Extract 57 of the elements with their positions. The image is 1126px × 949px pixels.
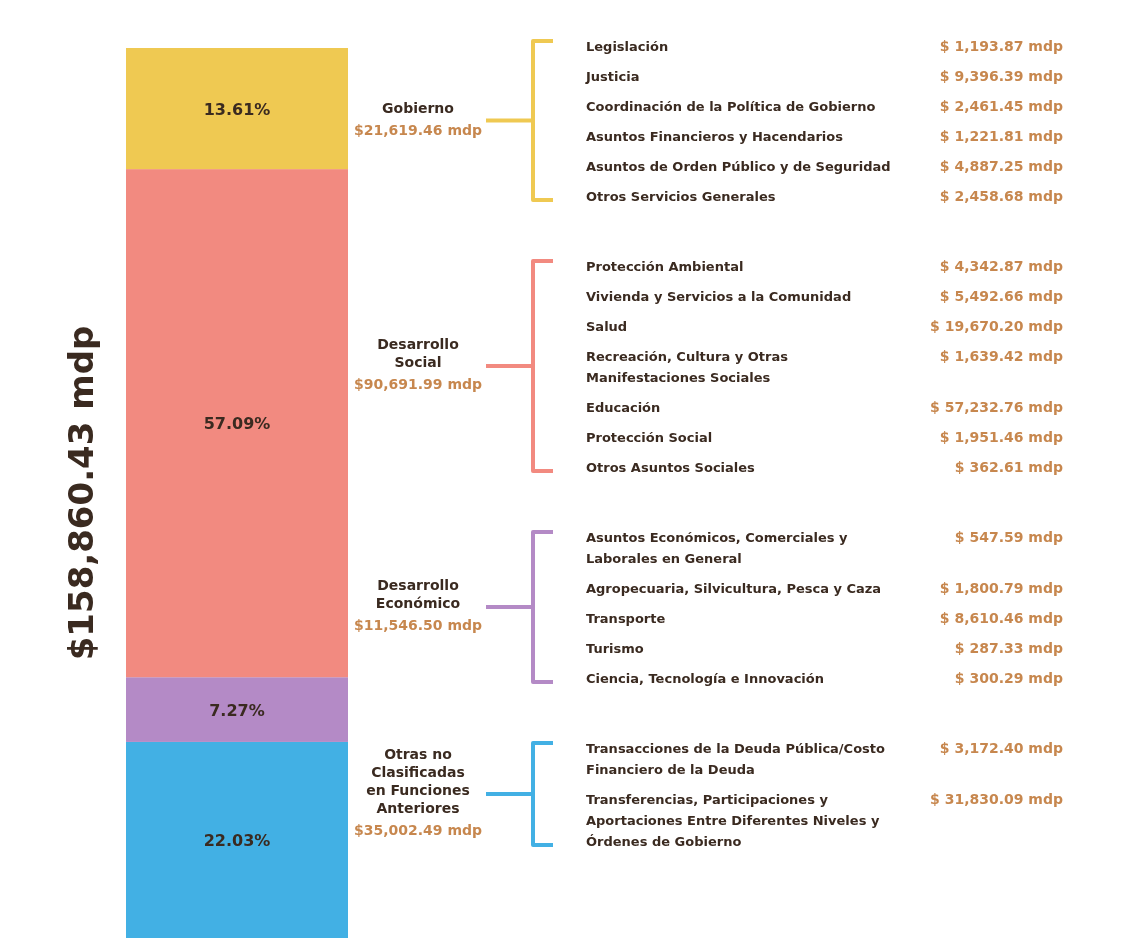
text: $ 2,461.45 mdp <box>939 98 1063 114</box>
text: $ 19,670.20 mdp <box>930 318 1063 334</box>
text: $ 3,172.40 mdp <box>939 740 1063 756</box>
bar <box>126 677 348 742</box>
category-label: Turismo <box>586 641 644 656</box>
category-label: Asuntos Económicos, Comerciales y Laborales en General <box>586 530 848 566</box>
text: $ 1,951.46 mdp <box>939 429 1063 445</box>
category-label: Ciencia, Tecnología e Innovación <box>586 671 824 686</box>
category-label: Agropecuaria, Silvicultura, Pesca y Caza <box>586 581 882 596</box>
bar <box>126 169 348 678</box>
text: $ 5,492.66 mdp <box>939 288 1063 304</box>
category-label: Asuntos de Orden Público y de Seguridad <box>586 159 891 174</box>
data-label: 7.27% <box>209 700 265 720</box>
category-label: Recreación, Cultura y Otras Manifestaciones Sociales <box>586 349 789 385</box>
text: Desarrollo Económico <box>375 577 461 611</box>
text: $ 1,639.42 mdp <box>939 348 1063 364</box>
text: Desarrollo Social <box>377 336 460 370</box>
category-label: Vivienda y Servicios a la Comunidad <box>586 289 852 304</box>
category-label: Otros Asuntos Sociales <box>586 460 756 475</box>
text: $ 287.33 mdp <box>954 640 1063 656</box>
text: $ 547.59 mdp <box>954 529 1063 545</box>
data-label: 13.61% <box>203 99 271 119</box>
text: $158,860.43 mdp <box>61 325 101 661</box>
category-label: Legislación <box>586 39 669 54</box>
text: $11,546.50 mdp <box>353 617 483 633</box>
data-label: 57.09% <box>203 414 271 434</box>
text: Otras no Clasificadas en Funciones Anteriores <box>366 746 470 816</box>
text: $ 1,193.87 mdp <box>939 38 1063 54</box>
text: $ 300.29 mdp <box>954 670 1063 686</box>
text: $ 9,396.39 mdp <box>939 68 1063 84</box>
text: $ 8,610.46 mdp <box>939 610 1063 626</box>
text: $ 362.61 mdp <box>954 459 1063 475</box>
category-label: Salud <box>586 319 628 334</box>
data-label: 22.03% <box>203 830 271 850</box>
text: $90,691.99 mdp <box>353 376 483 392</box>
text: $ 57,232.76 mdp <box>930 399 1063 415</box>
category-label: Coordinación de la Política de Gobierno <box>586 99 876 114</box>
bar <box>126 741 348 938</box>
bar <box>126 48 348 170</box>
text: $ 31,830.09 mdp <box>930 791 1063 807</box>
category-label: Transporte <box>586 611 666 626</box>
text: $ 2,458.68 mdp <box>939 188 1063 204</box>
category-label: Protección Ambiental <box>586 259 744 274</box>
category-label: Transacciones de la Deuda Pública/Costo Financiero de la Deuda <box>586 741 886 777</box>
text: $ 1,800.79 mdp <box>939 580 1063 596</box>
category-label: Protección Social <box>586 430 713 445</box>
category-label: Otros Servicios Generales <box>586 189 776 204</box>
category-label: Justicia <box>585 69 640 84</box>
text: Gobierno <box>382 99 455 116</box>
text: $21,619.46 mdp <box>353 121 483 138</box>
text: $ 4,342.87 mdp <box>939 258 1063 274</box>
category-label: Transferencias, Participaciones y Aportaciones Entre Diferentes Niveles y Órdenes de Gobierno <box>586 792 880 849</box>
category-label: Educación <box>586 400 661 415</box>
text: $ 1,221.81 mdp <box>939 128 1063 144</box>
text: $ 4,887.25 mdp <box>939 158 1063 174</box>
text: $35,002.49 mdp <box>353 822 483 838</box>
category-label: Asuntos Financieros y Hacendarios <box>586 129 844 144</box>
